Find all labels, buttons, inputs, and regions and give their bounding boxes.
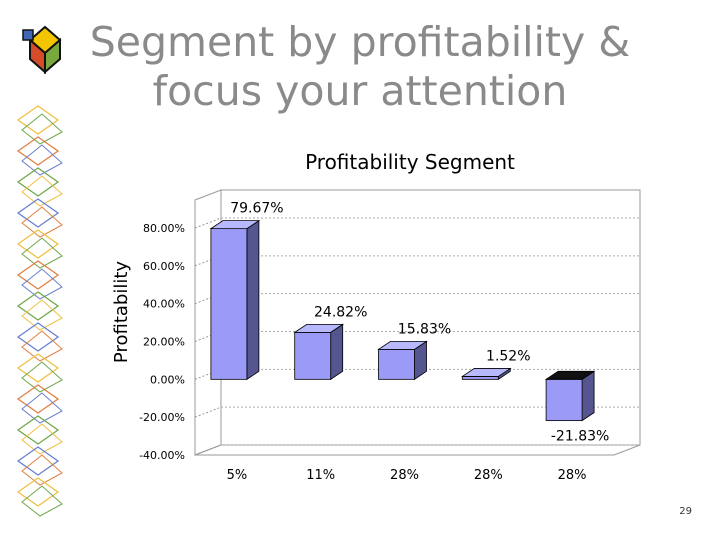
decorative-diamond xyxy=(16,167,60,197)
y-tick-label: 20.00% xyxy=(143,336,185,349)
y-tick-label: -20.00% xyxy=(139,411,185,424)
gridline xyxy=(194,217,222,229)
x-tick-label: 28% xyxy=(474,468,503,483)
bar-top xyxy=(544,370,596,380)
bar xyxy=(544,370,596,422)
chart-title: Profitability Segment xyxy=(305,150,515,174)
y-axis-ticks: -40.00% -20.00% 0.00% 20.00% 40.00% 60.00% 80.… xyxy=(139,222,185,462)
gridline xyxy=(194,255,222,267)
bar xyxy=(460,367,512,381)
bar xyxy=(293,323,345,381)
decorative-diamond xyxy=(21,485,63,517)
x-tick-label: 28% xyxy=(558,468,587,483)
slide-title: Segment by profitability & focus your at… xyxy=(60,18,660,116)
x-tick-label: 11% xyxy=(306,468,335,483)
bar-top xyxy=(460,368,512,377)
bar xyxy=(377,340,428,381)
bar-front xyxy=(461,376,499,380)
y-tick-label: 0.00% xyxy=(150,373,185,386)
data-label: -21.83% xyxy=(551,429,609,445)
bar xyxy=(209,219,261,381)
decorative-diamond xyxy=(16,384,60,414)
chart-bars xyxy=(209,219,596,422)
decorative-diamond xyxy=(16,446,60,476)
chart-floor xyxy=(194,444,641,456)
decorative-diamond xyxy=(16,198,60,228)
data-labels: 79.67% 24.82% 15.83% 1.52% -21.83% xyxy=(230,201,609,445)
y-tick-label: 60.00% xyxy=(143,260,185,273)
decorative-diamond xyxy=(16,291,60,321)
decorative-diamond xyxy=(16,105,60,135)
bar-front xyxy=(545,378,583,422)
y-tick-label: 80.00% xyxy=(143,222,185,235)
bar-front xyxy=(294,331,332,380)
decorative-diamond xyxy=(16,477,60,507)
logo-cube-icon xyxy=(22,25,62,75)
bar-side xyxy=(246,219,260,381)
gridline xyxy=(194,444,222,456)
chart-gridlines xyxy=(194,217,640,456)
slide-decoration xyxy=(16,25,63,517)
bar-side xyxy=(330,323,344,381)
page-number: 29 xyxy=(679,506,692,517)
data-label: 24.82% xyxy=(314,304,367,320)
y-tick-label: -40.00% xyxy=(139,449,185,462)
decorative-diamond xyxy=(16,260,60,290)
slide-title-line-2: focus your attention xyxy=(152,67,568,116)
data-label: 1.52% xyxy=(486,348,530,364)
slide-title-line-1: Segment by profitability & xyxy=(89,18,631,66)
decorative-diamond-pattern xyxy=(16,105,63,517)
x-tick-label: 28% xyxy=(390,468,419,483)
bar-side xyxy=(581,370,595,422)
data-label: 79.67% xyxy=(230,201,283,217)
x-tick-label: 5% xyxy=(227,468,248,483)
decorative-diamond xyxy=(16,229,60,259)
decorative-diamond xyxy=(16,322,60,352)
decorative-diamond xyxy=(16,136,60,166)
x-axis-ticks: 5% 11% 28% 28% 28% xyxy=(227,468,587,483)
gridline xyxy=(194,368,222,380)
bar-top xyxy=(377,340,428,350)
gridline xyxy=(194,293,222,305)
y-axis-label: Profitability xyxy=(111,261,132,363)
bar-top xyxy=(209,220,261,230)
bar-top xyxy=(293,323,345,333)
bar-front xyxy=(378,348,415,380)
decorative-diamond xyxy=(16,353,60,383)
gridline xyxy=(194,331,222,342)
data-label: 15.83% xyxy=(398,321,451,337)
gridline xyxy=(194,406,222,418)
decorative-diamond xyxy=(16,415,60,445)
bar-front xyxy=(210,228,248,380)
y-tick-label: 40.00% xyxy=(143,298,185,311)
